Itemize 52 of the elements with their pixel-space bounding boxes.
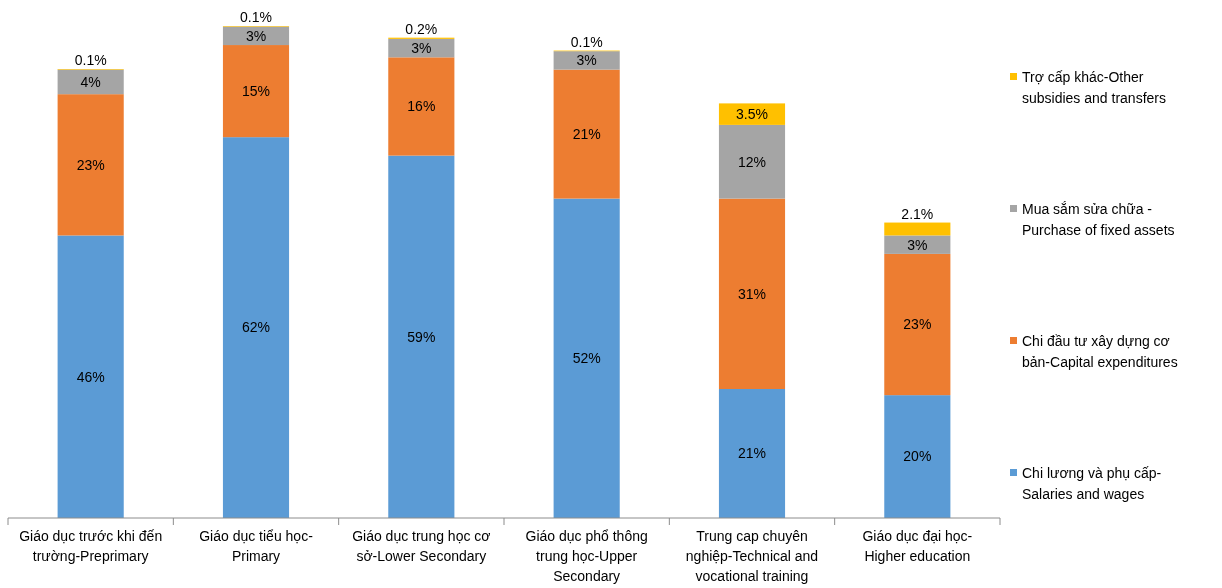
x-tick-label: Giáo dục đại học-Higher education (862, 528, 973, 564)
data-label: 2.1% (901, 205, 934, 222)
data-label: 21% (737, 445, 767, 462)
bar (884, 253, 951, 396)
data-label: 0.1% (74, 52, 107, 68)
bar (884, 395, 951, 518)
bar (718, 124, 786, 199)
bar (222, 26, 290, 46)
bar (884, 235, 951, 254)
legend-label: Chi lương và phụ cấp-Salaries and wages (1022, 465, 1162, 502)
bar (222, 137, 290, 518)
data-label: 16% (407, 98, 436, 115)
data-label: 3% (576, 52, 597, 69)
legend-label: Trợ cấp khác-Other subsidies and transfers (1022, 69, 1166, 106)
data-label: 31% (737, 285, 767, 302)
bar (718, 198, 786, 390)
data-label: 3% (245, 27, 267, 44)
data-label: 52% (572, 350, 601, 367)
data-label: 59% (407, 328, 436, 345)
legend-label: Mua sắm sửa chữa - Purchase of fixed assets (1022, 201, 1175, 238)
x-tick-label: Giáo dục trung học cơ sở-Lower Secondary (352, 528, 491, 564)
bar (388, 57, 455, 156)
data-label: 12% (737, 153, 767, 170)
data-label: 15% (241, 83, 271, 100)
data-label: 23% (903, 316, 932, 333)
data-label: 23% (76, 156, 105, 173)
x-tick-label: Giáo dục tiểu học-Primary (199, 528, 314, 564)
data-label: 0.1% (240, 9, 272, 25)
bar (57, 69, 124, 95)
data-label: 0.1% (570, 33, 603, 50)
data-label: 0.2% (405, 20, 438, 37)
x-tick-label: Trung cap chuyên nghiệp-Technical and vocational training (685, 528, 819, 584)
bar (884, 222, 951, 236)
data-label: 3.5% (736, 106, 768, 123)
data-label: 62% (241, 319, 271, 336)
bar (553, 198, 620, 518)
bar (57, 94, 124, 236)
bar (57, 235, 124, 518)
bar (718, 389, 786, 518)
data-label: 3% (907, 236, 928, 253)
data-label: 20% (903, 448, 932, 465)
bar (553, 69, 620, 199)
bar (222, 45, 290, 138)
data-label: 4% (80, 73, 101, 90)
bar (553, 51, 620, 70)
data-label: 21% (572, 126, 601, 142)
data-label: 46% (76, 368, 105, 385)
x-tick-label: Giáo dục trước khi đến trường-Preprimary (19, 528, 163, 564)
data-label: 3% (411, 40, 432, 57)
legend-label: Chi đầu tư xây dựng cơ bản-Capital expenditures (1022, 333, 1178, 370)
x-tick-label: Giáo dục phổ thông trung học-Upper Secondary (525, 528, 648, 584)
bar (388, 155, 455, 518)
